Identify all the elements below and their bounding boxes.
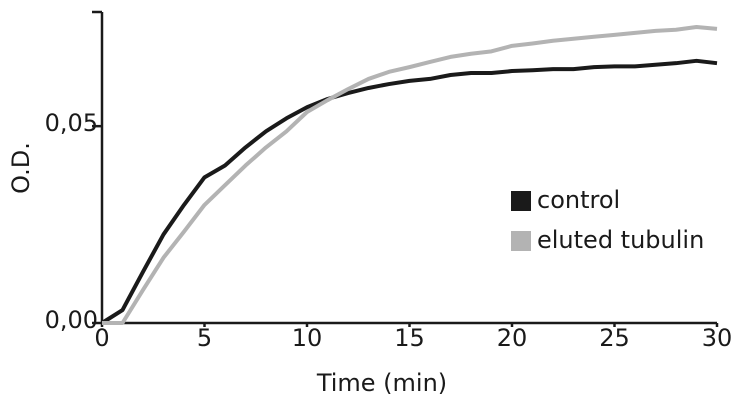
x-tick-label: 0 — [94, 324, 109, 352]
x-tick-label: 10 — [292, 324, 323, 352]
x-tick-label: 15 — [394, 324, 425, 352]
legend-swatch — [511, 191, 531, 211]
x-tick-label: 25 — [599, 324, 630, 352]
x-tick-label: 20 — [497, 324, 528, 352]
legend-label: eluted tubulin — [537, 226, 704, 254]
series-line — [102, 24, 718, 325]
x-tick-label: 5 — [197, 324, 212, 352]
x-axis-label: Time (min) — [316, 369, 447, 397]
y-axis-label: O.D. — [7, 142, 35, 194]
y-tick-label: 0,05 — [45, 109, 98, 137]
series-line — [100, 58, 718, 325]
x-tick-label: 30 — [702, 324, 732, 352]
y-tick-label: 0,00 — [45, 306, 98, 334]
legend-label: control — [537, 186, 620, 214]
legend-swatch — [511, 231, 531, 251]
